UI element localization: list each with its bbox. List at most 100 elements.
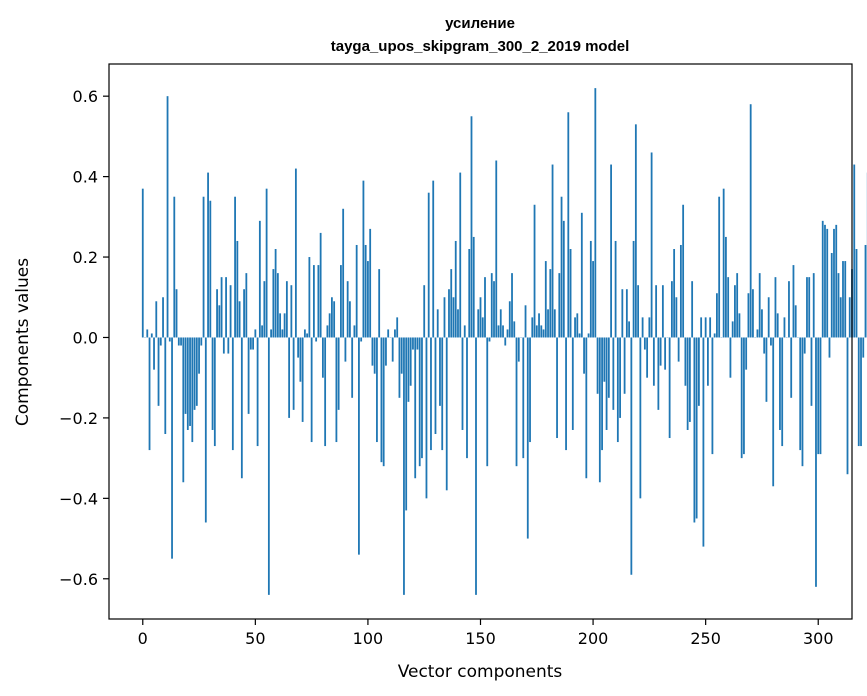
bar [207, 172, 209, 338]
bar [506, 329, 509, 338]
bar [276, 273, 279, 338]
bar [490, 273, 493, 338]
bar [862, 337, 865, 358]
bar [394, 329, 396, 338]
bar [367, 261, 369, 338]
bar [150, 333, 153, 338]
bar [632, 240, 635, 338]
bar [355, 244, 358, 338]
bar [698, 337, 700, 406]
bar [220, 277, 223, 338]
bar [560, 196, 563, 338]
bar [290, 285, 293, 338]
bar [229, 285, 232, 338]
bar [335, 337, 338, 443]
bar [571, 337, 574, 430]
bar [349, 301, 351, 338]
bar [412, 337, 414, 350]
bar [225, 277, 227, 338]
bar [301, 337, 304, 422]
bar [625, 289, 628, 338]
chart-title: усиление [445, 15, 515, 32]
bar [236, 240, 239, 338]
bar [556, 337, 558, 439]
bar [661, 285, 664, 338]
bar [186, 337, 189, 430]
bar [306, 333, 309, 338]
bar [756, 329, 759, 338]
x-axis-ticks: 0 50 100 150 200 250 300 [138, 619, 834, 648]
bar [443, 297, 446, 338]
bar [801, 337, 804, 467]
y-tick-label: 0.6 [73, 87, 98, 106]
bar [745, 337, 748, 370]
bar [479, 297, 482, 338]
bar [839, 297, 842, 338]
bar [752, 289, 754, 338]
bar [659, 337, 662, 366]
bar [716, 293, 718, 338]
bar [643, 337, 646, 350]
bar [331, 297, 333, 338]
bar [195, 337, 198, 406]
bar [711, 337, 714, 455]
y-tick-label: −0.4 [59, 489, 98, 508]
bar [598, 337, 601, 483]
bar [583, 337, 585, 374]
bar [364, 244, 367, 338]
bar [423, 285, 426, 338]
bar [312, 265, 315, 338]
bar [434, 337, 437, 434]
bar [400, 337, 403, 374]
bar [407, 337, 410, 402]
bar [641, 317, 644, 338]
bar [157, 337, 160, 406]
bar [493, 281, 495, 338]
bar [664, 337, 667, 370]
bar [418, 337, 421, 467]
bar [637, 285, 640, 338]
bar [175, 289, 178, 338]
bar [779, 337, 781, 430]
bar [774, 277, 777, 338]
bar [463, 325, 466, 338]
bar [297, 337, 300, 358]
bar [378, 269, 381, 338]
bar [452, 297, 455, 338]
y-tick-label: 0.4 [73, 168, 98, 187]
bar [459, 172, 462, 338]
chart-subtitle: tayga_upos_skipgram_300_2_2019 model [331, 38, 630, 55]
bar [261, 325, 263, 338]
bar [731, 321, 734, 338]
bar [616, 337, 619, 443]
bar [421, 337, 423, 459]
bar [670, 281, 673, 338]
bar [380, 337, 383, 463]
bar [526, 337, 529, 539]
bar [164, 337, 167, 434]
bar [673, 249, 676, 338]
bar [340, 265, 342, 338]
bar [517, 337, 520, 362]
bar [533, 204, 536, 338]
bar [488, 337, 491, 342]
bar [790, 337, 793, 398]
bar [691, 281, 694, 338]
bar [274, 249, 277, 338]
bar [772, 337, 775, 487]
bar [466, 337, 468, 459]
bar [155, 301, 158, 338]
bar [504, 337, 507, 346]
bar [153, 337, 155, 370]
bar [594, 88, 597, 338]
bar [216, 289, 218, 338]
bar [182, 337, 185, 483]
bar [445, 337, 448, 491]
bar [580, 212, 583, 338]
bar [484, 277, 486, 338]
bar [725, 236, 727, 338]
bar [837, 273, 840, 338]
bar [344, 337, 347, 362]
bar [162, 297, 164, 338]
bar [369, 228, 372, 338]
